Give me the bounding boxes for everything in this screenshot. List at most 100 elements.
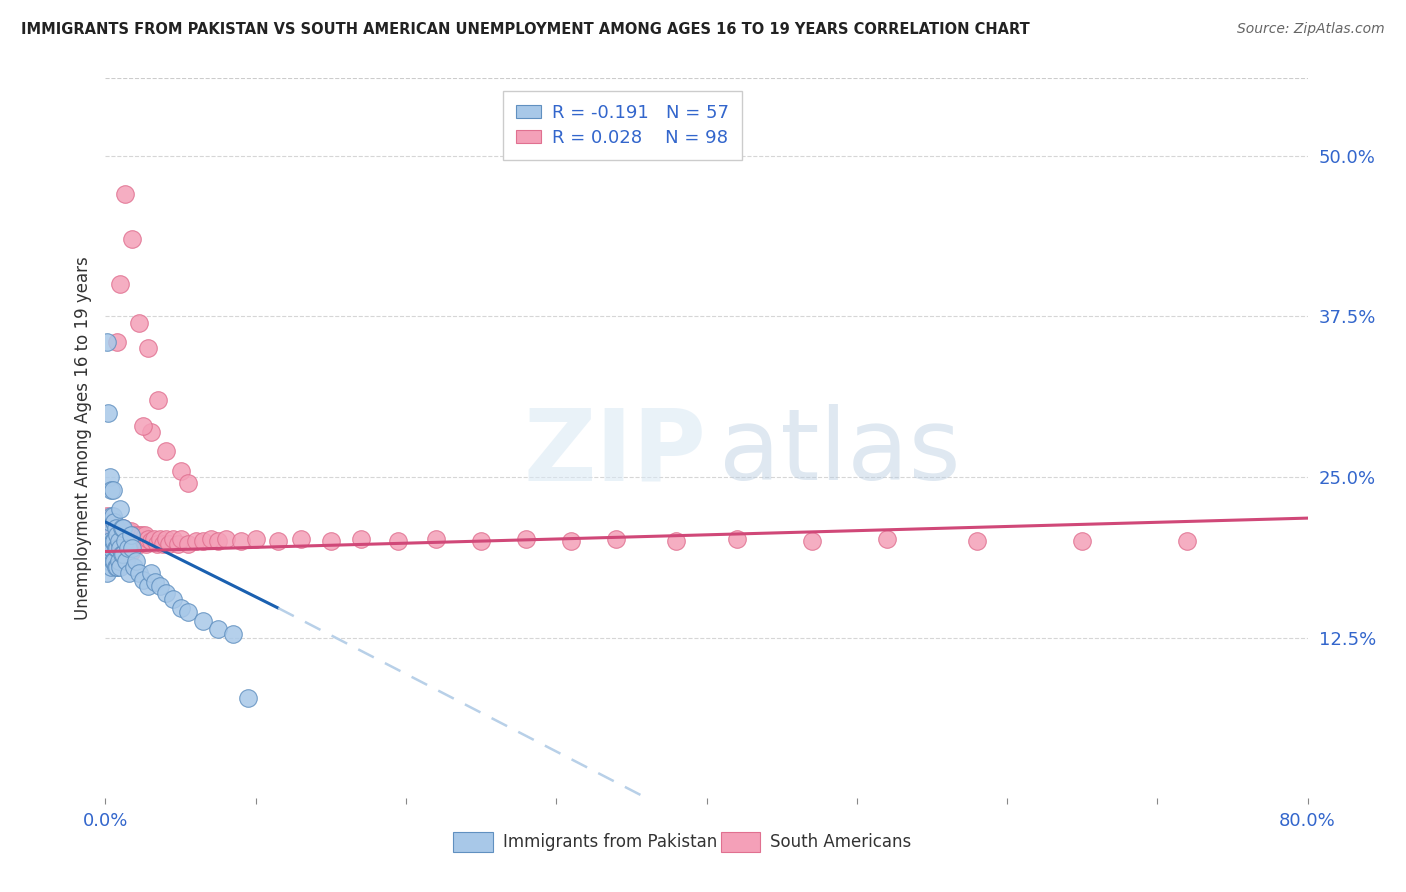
Point	[800, 534, 823, 549]
Point	[121, 528, 143, 542]
Point	[107, 334, 129, 349]
Point	[152, 537, 174, 551]
Point	[129, 537, 152, 551]
Point	[124, 553, 146, 567]
Text: South Americans: South Americans	[770, 833, 911, 851]
Point	[115, 528, 138, 542]
Point	[139, 566, 162, 581]
Point	[725, 532, 748, 546]
Point	[101, 534, 124, 549]
Point	[110, 541, 132, 555]
Point	[100, 508, 122, 523]
Point	[560, 534, 582, 549]
Point	[132, 534, 155, 549]
Point	[605, 532, 627, 546]
Point	[110, 541, 132, 555]
Point	[143, 575, 166, 590]
Point	[98, 534, 121, 549]
Point	[132, 573, 155, 587]
Point	[107, 534, 129, 549]
Point	[103, 534, 125, 549]
Point	[111, 521, 134, 535]
Point	[121, 232, 143, 246]
Point	[112, 541, 135, 555]
Text: Source: ZipAtlas.com: Source: ZipAtlas.com	[1237, 22, 1385, 37]
Point	[104, 528, 127, 542]
Point	[114, 547, 136, 561]
Point	[319, 534, 342, 549]
Point	[114, 187, 136, 202]
Text: IMMIGRANTS FROM PAKISTAN VS SOUTH AMERICAN UNEMPLOYMENT AMONG AGES 16 TO 19 YEAR: IMMIGRANTS FROM PAKISTAN VS SOUTH AMERIC…	[21, 22, 1029, 37]
Text: ZIP: ZIP	[523, 404, 707, 501]
Point	[101, 553, 124, 567]
Point	[97, 553, 120, 567]
Point	[101, 521, 124, 535]
Point	[100, 547, 122, 561]
Point	[136, 342, 159, 356]
Text: atlas: atlas	[718, 404, 960, 501]
Point	[1071, 534, 1094, 549]
Point	[177, 476, 200, 491]
Point	[98, 534, 121, 549]
Point	[97, 515, 120, 529]
Point	[117, 544, 139, 558]
Point	[97, 406, 120, 420]
Point	[98, 541, 121, 555]
Point	[110, 502, 132, 516]
Point	[98, 521, 121, 535]
Point	[110, 528, 132, 542]
Point	[101, 541, 124, 555]
Point	[111, 547, 134, 561]
Point	[118, 528, 141, 542]
Point	[103, 528, 125, 542]
Point	[966, 534, 988, 549]
Legend: R = -0.191   N = 57, R = 0.028    N = 98: R = -0.191 N = 57, R = 0.028 N = 98	[503, 91, 741, 160]
Point	[169, 601, 191, 615]
Point	[96, 566, 118, 581]
Point	[136, 579, 159, 593]
Point	[110, 560, 132, 574]
Point	[108, 553, 131, 567]
Point	[122, 560, 145, 574]
Point	[103, 541, 125, 555]
Point	[128, 528, 150, 542]
Point	[115, 553, 138, 567]
Point	[169, 532, 191, 546]
Point	[135, 537, 157, 551]
Point	[114, 534, 136, 549]
Point	[107, 560, 129, 574]
Point	[108, 534, 131, 549]
Point	[107, 528, 129, 542]
Y-axis label: Unemployment Among Ages 16 to 19 years: Unemployment Among Ages 16 to 19 years	[73, 257, 91, 620]
Point	[110, 277, 132, 292]
Point	[146, 392, 169, 407]
Point	[120, 544, 142, 558]
Point	[120, 524, 142, 538]
Point	[267, 534, 290, 549]
Point	[139, 534, 162, 549]
Point	[118, 544, 141, 558]
Point	[104, 541, 127, 555]
Point	[132, 418, 155, 433]
Point	[100, 541, 122, 555]
Point	[112, 521, 135, 535]
Point	[100, 521, 122, 535]
Point	[350, 532, 373, 546]
Point	[191, 614, 214, 628]
Point	[387, 534, 409, 549]
Point	[112, 521, 135, 535]
Point	[238, 691, 260, 706]
Point	[470, 534, 492, 549]
Point	[145, 537, 167, 551]
Point	[169, 464, 191, 478]
Text: Immigrants from Pakistan: Immigrants from Pakistan	[503, 833, 717, 851]
Point	[131, 528, 153, 542]
Point	[122, 537, 145, 551]
Point	[124, 528, 146, 542]
Point	[148, 532, 170, 546]
Point	[101, 508, 124, 523]
Point	[111, 528, 134, 542]
Point	[136, 532, 159, 546]
Point	[142, 532, 165, 546]
Point	[125, 537, 148, 551]
